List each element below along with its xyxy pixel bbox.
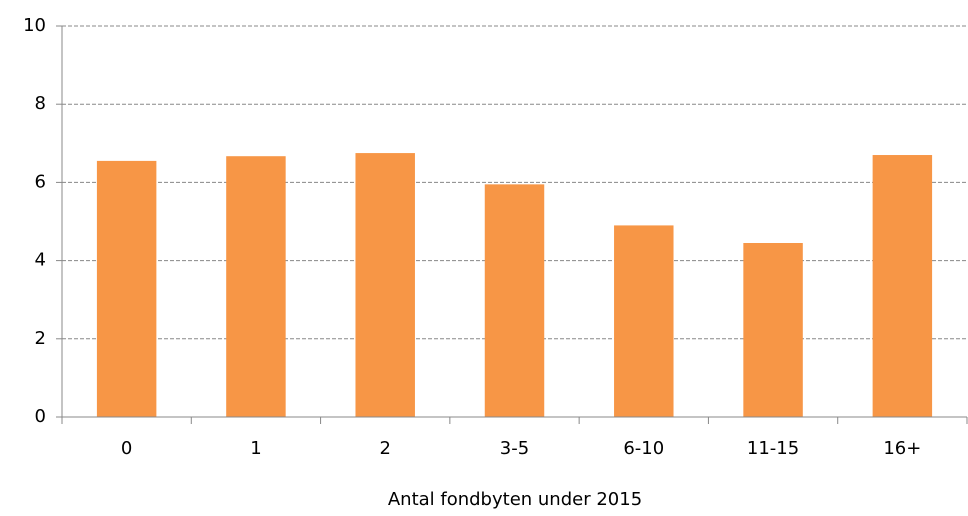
bar xyxy=(743,243,803,417)
x-tick-label: 2 xyxy=(379,438,390,459)
y-tick-label: 8 xyxy=(35,93,46,114)
y-tick-label: 10 xyxy=(23,15,46,36)
x-tick-label: 0 xyxy=(121,438,132,459)
y-tick-label: 2 xyxy=(35,328,46,349)
bar xyxy=(484,184,545,417)
bar xyxy=(226,156,286,417)
bar xyxy=(355,153,415,417)
y-tick-label: 6 xyxy=(35,171,46,192)
x-tick-label: 11-15 xyxy=(747,438,799,459)
x-axis-label: Antal fondbyten under 2015 xyxy=(388,489,642,510)
x-tick-label: 3-5 xyxy=(500,438,529,459)
bar xyxy=(614,225,674,417)
y-tick-label: 4 xyxy=(35,250,46,271)
x-tick-label: 6-10 xyxy=(623,438,664,459)
bar xyxy=(872,155,933,417)
x-tick-label: 1 xyxy=(250,438,261,459)
y-tick-label: 0 xyxy=(35,406,46,427)
bar xyxy=(96,160,157,417)
x-tick-label: 16+ xyxy=(883,438,921,459)
